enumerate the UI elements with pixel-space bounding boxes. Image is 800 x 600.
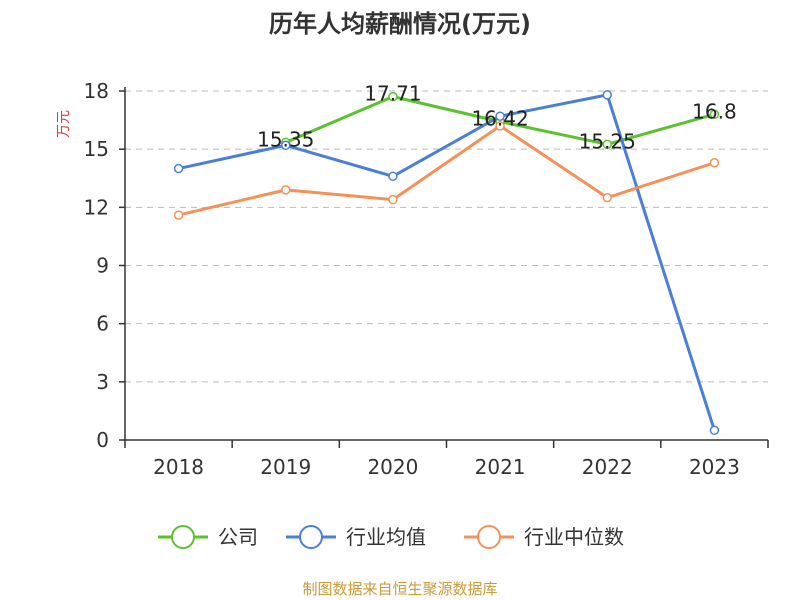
y-tick-label: 15 [84, 137, 109, 161]
grid-lines [125, 90, 768, 383]
series-layer [173, 90, 720, 436]
data-label: 16.8 [692, 99, 737, 123]
data-point [173, 210, 184, 220]
data-point [602, 90, 612, 100]
legend-swatch-marker [171, 525, 195, 549]
legend: 公司 行业均值 行业中位数 [158, 525, 624, 549]
legend-item: 行业均值 [346, 525, 426, 549]
data-point [388, 171, 398, 182]
series-line [178, 93, 716, 431]
data-labels: 15.35 17.71 16.42 15.25 16.8 [257, 82, 737, 154]
x-tick-label: 2019 [260, 455, 311, 479]
y-tick-label: 12 [84, 195, 109, 219]
data-label: 17.71 [364, 82, 421, 106]
legend-swatch-marker [299, 525, 323, 549]
x-tick-label: 2022 [582, 455, 633, 479]
data-point [388, 194, 398, 205]
data-label: 15.25 [579, 129, 636, 153]
chart-title: 历年人均薪酬情况(万元) [269, 10, 531, 38]
y-tick-label: 6 [96, 312, 109, 336]
data-point [495, 121, 505, 131]
data-point [281, 185, 291, 195]
y-tick-label: 18 [84, 79, 109, 103]
legend-item: 行业中位数 [524, 525, 624, 549]
legend-swatch-marker [477, 525, 501, 549]
data-point [709, 425, 720, 436]
source-note: 制图数据来自恒生聚源数据库 [302, 580, 497, 598]
series-line [178, 124, 715, 217]
y-tick-label: 0 [96, 428, 109, 452]
y-tick-label: 3 [96, 370, 109, 394]
data-point [602, 139, 612, 150]
legend-item: 公司 [218, 525, 258, 549]
axes: 0 3 6 9 12 15 18 2018 2019 2020 2021 2022 2023 [84, 79, 769, 479]
data-point [709, 109, 720, 120]
x-tick-label: 2021 [475, 455, 526, 479]
data-point [602, 192, 612, 203]
x-tick-label: 2020 [367, 455, 418, 479]
data-point [388, 91, 398, 102]
y-tick-label: 9 [96, 254, 109, 278]
x-tick-label: 2018 [153, 455, 204, 479]
data-label: 15.35 [257, 127, 314, 151]
data-point [709, 157, 720, 168]
x-tick-label: 2023 [689, 455, 740, 479]
data-point [281, 140, 291, 151]
data-label: 16.42 [471, 107, 528, 131]
data-point [173, 163, 184, 174]
data-point [495, 111, 505, 121]
y-axis-label: 万元 [56, 110, 72, 138]
